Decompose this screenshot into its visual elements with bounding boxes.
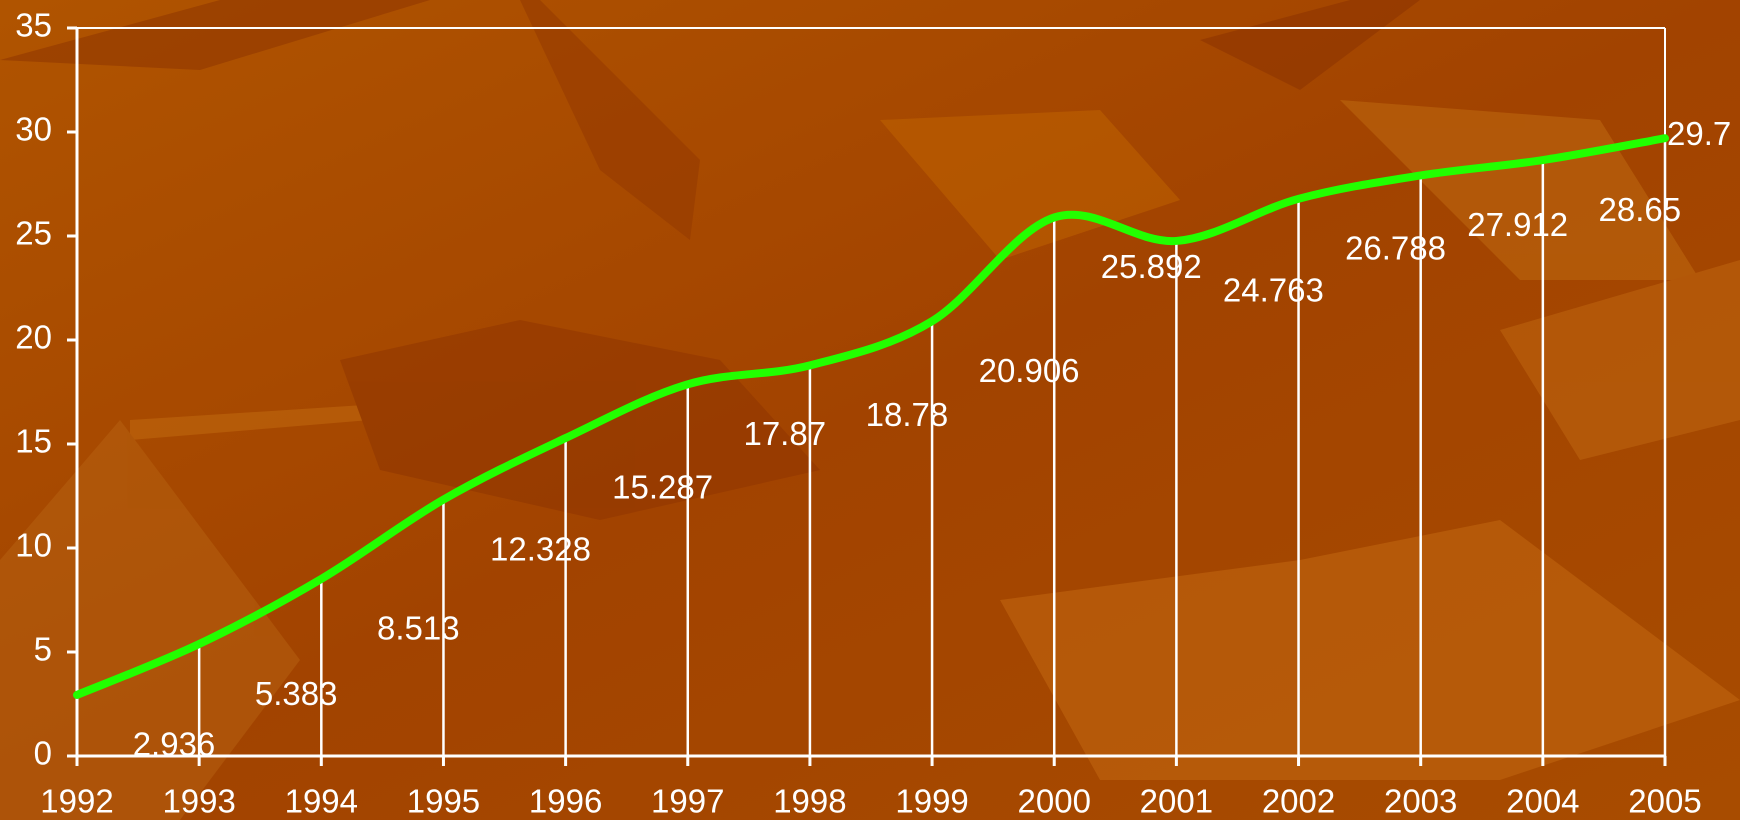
y-tick-label: 20 xyxy=(15,319,52,356)
y-tick-label: 0 xyxy=(34,735,52,772)
x-tick-label: 2001 xyxy=(1140,783,1213,820)
y-tick-label: 30 xyxy=(15,111,52,148)
data-label: 17.87 xyxy=(743,415,826,452)
x-tick-label: 2000 xyxy=(1018,783,1091,820)
data-label: 5.383 xyxy=(255,675,338,712)
x-tick-label: 1999 xyxy=(895,783,968,820)
x-tick-label: 2005 xyxy=(1628,783,1701,820)
y-tick-label: 25 xyxy=(15,215,52,252)
y-tick-label: 35 xyxy=(15,7,52,44)
data-label: 20.906 xyxy=(979,352,1080,389)
y-tick-label: 15 xyxy=(15,423,52,460)
data-label: 12.328 xyxy=(490,530,591,567)
x-tick-label: 2003 xyxy=(1384,783,1457,820)
data-label: 29.7 xyxy=(1667,115,1731,152)
x-tick-label: 2004 xyxy=(1506,783,1579,820)
x-tick-label: 2002 xyxy=(1262,783,1335,820)
data-label: 26.788 xyxy=(1345,230,1446,267)
x-tick-label: 1997 xyxy=(651,783,724,820)
y-tick-label: 5 xyxy=(34,631,52,668)
data-label: 8.513 xyxy=(377,610,460,647)
data-label: 15.287 xyxy=(612,469,713,506)
y-tick-label: 10 xyxy=(15,527,52,564)
data-label: 18.78 xyxy=(866,396,949,433)
data-label: 2.936 xyxy=(133,726,216,763)
data-label: 24.763 xyxy=(1223,272,1324,309)
chart: 0 5 10 15 20 25 30 35 1992 1993 1994 1995 1996 1997 19… xyxy=(0,0,1740,820)
x-tick-label: 1998 xyxy=(773,783,846,820)
data-label: 25.892 xyxy=(1101,248,1202,285)
x-tick-label: 1996 xyxy=(529,783,602,820)
x-tick-label: 1995 xyxy=(407,783,480,820)
x-tick-label: 1992 xyxy=(40,783,113,820)
data-label: 28.65 xyxy=(1599,191,1682,228)
x-tick-label: 1994 xyxy=(285,783,358,820)
data-label: 27.912 xyxy=(1467,206,1568,243)
x-tick-label: 1993 xyxy=(162,783,235,820)
